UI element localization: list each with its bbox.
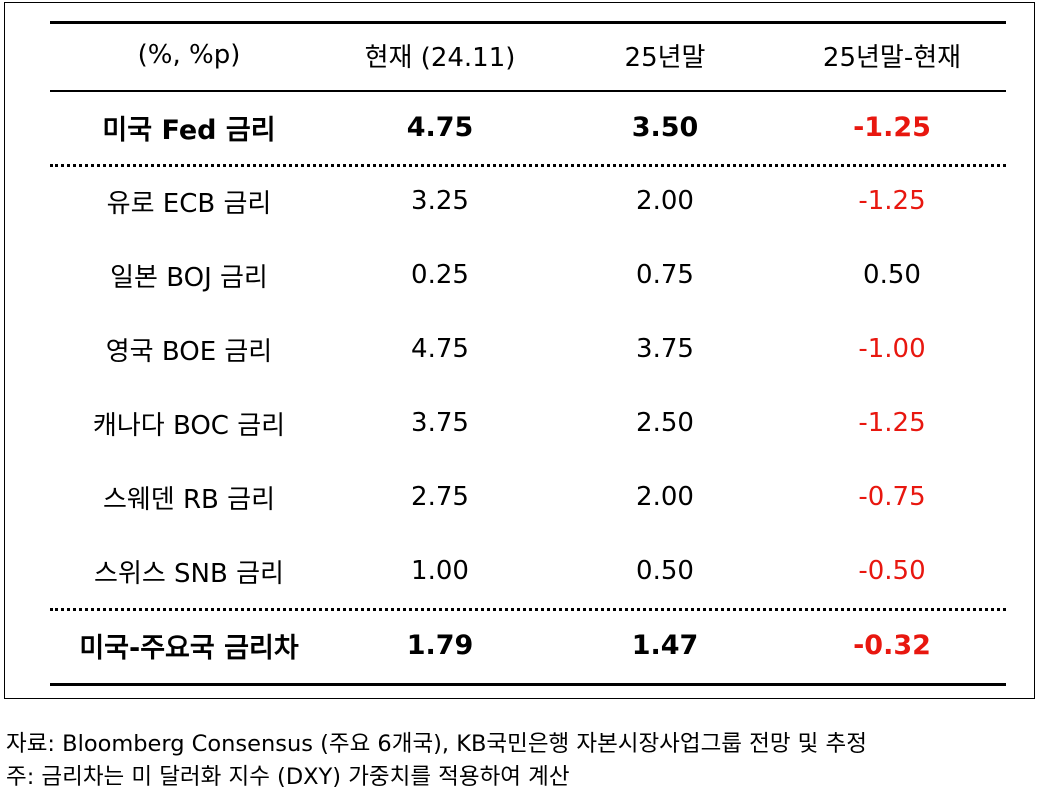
row-end-2025: 2.00 [636,482,694,512]
row-current: 3.75 [411,408,469,438]
row-current: 4.75 [411,334,469,364]
row-diff: 0.50 [863,260,921,290]
table-row: 스위스 SNB 금리 1.00 0.50 -0.50 [50,541,1006,601]
row-current: 2.75 [411,482,469,512]
row-label: 유로 ECB 금리 [106,188,272,219]
header-rule [50,90,1006,92]
row-label: 미국-주요국 금리차 [79,632,299,664]
row-end-2025: 1.47 [631,629,699,661]
row-label: 스웨덴 RB 금리 [102,484,276,515]
table-row-us: 미국 Fed 금리 4.75 3.50 -1.25 [50,97,1006,157]
row-current: 4.75 [406,111,474,143]
header-current: 현재 (24.11) [364,42,516,73]
table-frame: (%, %p) 현재 (24.11) 25년말 25년말-현재 미국 Fed 금… [4,2,1035,699]
table-row: 일본 BOJ 금리 0.25 0.75 0.50 [50,245,1006,305]
row-label: 스위스 SNB 금리 [94,558,284,589]
row-end-2025: 2.50 [636,408,694,438]
table-bottom-rule [50,683,1006,686]
method-note: 주: 금리차는 미 달러화 지수 (DXY) 가중치를 적용하여 계산 [6,764,570,790]
row-diff: -1.25 [853,111,931,143]
source-note: 자료: Bloomberg Consensus (주요 6개국), KB국민은행… [6,731,867,757]
row-label: 영국 BOE 금리 [105,336,273,367]
row-label: 미국 Fed 금리 [102,114,276,146]
upper-dashed-rule [50,164,1006,167]
table-header-row: (%, %p) 현재 (24.11) 25년말 25년말-현재 [50,25,1006,85]
row-diff: -0.50 [858,556,926,586]
row-diff: -1.25 [858,408,926,438]
row-label: 일본 BOJ 금리 [110,262,268,293]
row-current: 3.25 [411,186,469,216]
row-current: 1.00 [411,556,469,586]
table-row: 영국 BOE 금리 4.75 3.75 -1.00 [50,319,1006,379]
row-diff: -0.75 [858,482,926,512]
table-row-summary: 미국-주요국 금리차 1.79 1.47 -0.32 [50,615,1006,675]
row-label: 캐나다 BOC 금리 [92,410,286,441]
table-row: 스웨덴 RB 금리 2.75 2.00 -0.75 [50,467,1006,527]
row-end-2025: 2.00 [636,186,694,216]
table-row: 유로 ECB 금리 3.25 2.00 -1.25 [50,171,1006,231]
row-end-2025: 0.50 [636,556,694,586]
row-end-2025: 3.75 [636,334,694,364]
table-top-rule [50,21,1006,24]
header-end-2025: 25년말 [624,42,706,73]
row-end-2025: 3.50 [631,111,699,143]
footnotes: 자료: Bloomberg Consensus (주요 6개국), KB국민은행… [6,728,867,794]
row-current: 1.79 [406,629,474,661]
row-current: 0.25 [411,260,469,290]
row-diff: -1.25 [858,186,926,216]
header-diff: 25년말-현재 [822,42,962,73]
row-diff: -1.00 [858,334,926,364]
header-unit: (%, %p) [137,40,241,70]
row-end-2025: 0.75 [636,260,694,290]
lower-dashed-rule [50,608,1006,611]
table-row: 캐나다 BOC 금리 3.75 2.50 -1.25 [50,393,1006,453]
row-diff: -0.32 [853,629,931,661]
